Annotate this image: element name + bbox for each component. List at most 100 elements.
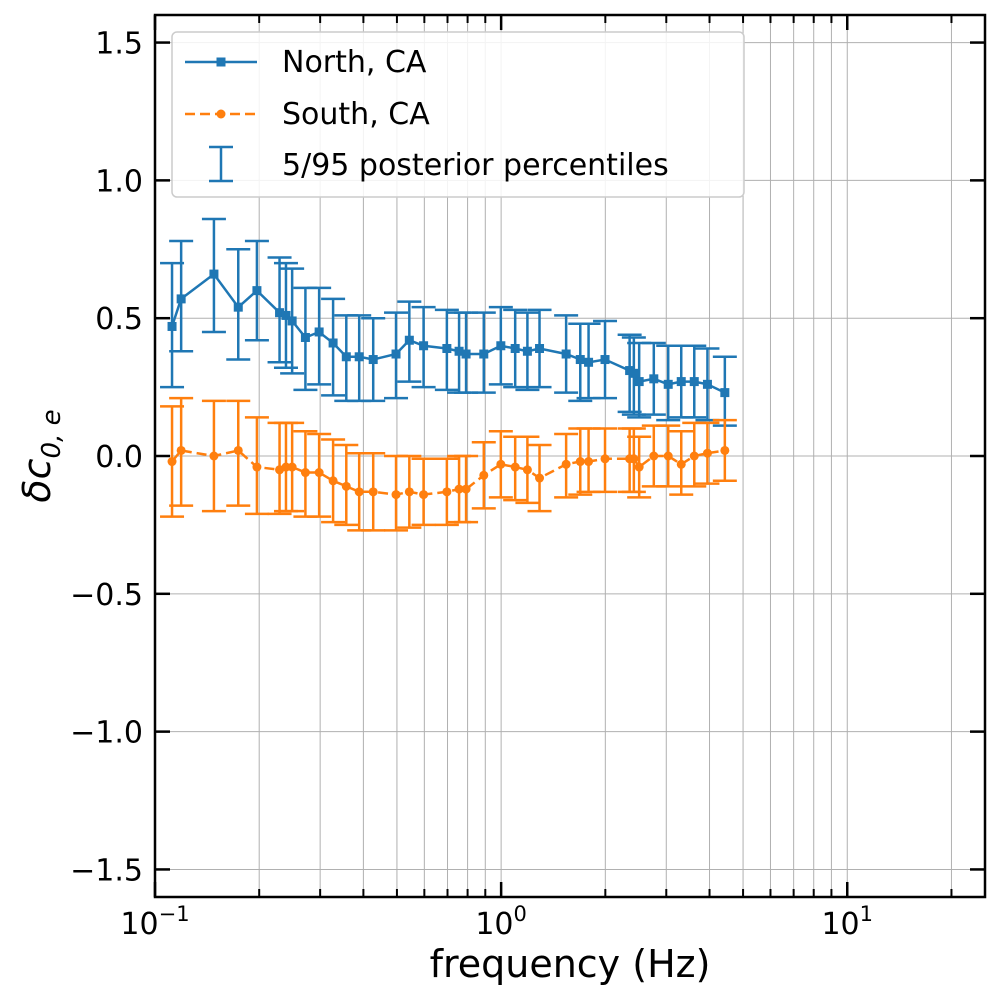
x-tick-label: 101 [821, 902, 873, 942]
data-point [510, 344, 520, 354]
data-point [354, 352, 364, 362]
y-tick-label: 0.0 [95, 440, 143, 475]
data-point [209, 269, 219, 279]
data-point [676, 377, 686, 387]
data-point [649, 451, 659, 461]
legend-box [171, 31, 745, 198]
data-point [575, 355, 585, 365]
data-point [584, 457, 594, 467]
data-point [314, 468, 324, 478]
data-point [404, 487, 414, 497]
data-point [341, 352, 351, 362]
data-point [287, 462, 297, 472]
legend-marker-south [216, 109, 226, 119]
legend-label-errorbars: 5/95 posterior percentiles [282, 148, 669, 183]
data-point [281, 462, 291, 472]
axis-ticks [153, 15, 985, 897]
legend-label-south: South, CA [282, 97, 430, 132]
data-point [442, 344, 452, 354]
data-point [663, 451, 673, 461]
data-point [233, 445, 243, 455]
data-point [454, 484, 464, 494]
data-point [535, 344, 545, 354]
y-axis-title: δc0, e [15, 409, 67, 502]
data-point [461, 484, 471, 494]
data-point [252, 286, 262, 296]
data-point [300, 332, 310, 342]
data-point [354, 487, 364, 497]
data-point [720, 445, 730, 455]
data-point [629, 454, 639, 464]
data-point [496, 459, 506, 469]
data-point [391, 349, 401, 359]
data-point [167, 321, 177, 331]
data-point [341, 481, 351, 491]
data-point [328, 476, 338, 486]
x-tick-label-exp: −1 [159, 902, 190, 926]
data-point [496, 341, 506, 351]
y-tick-label: −0.5 [70, 578, 143, 613]
data-point [649, 374, 659, 384]
plot-data [160, 217, 737, 532]
data-point [510, 462, 520, 472]
data-point [479, 470, 489, 480]
data-point [454, 346, 464, 356]
x-tick-label-base: 10 [475, 907, 513, 942]
data-point [479, 349, 489, 359]
data-point [368, 487, 378, 497]
data-point [561, 459, 571, 469]
data-point [600, 454, 610, 464]
data-point [535, 473, 545, 483]
legend-marker-north [216, 57, 226, 67]
data-point [522, 346, 532, 356]
data-point [287, 316, 297, 326]
data-point [391, 490, 401, 500]
y-tick-label: −1.5 [70, 853, 143, 888]
x-tick-label-base: 10 [821, 907, 859, 942]
series-south [160, 396, 737, 532]
data-point [634, 462, 644, 472]
data-point [689, 451, 699, 461]
series-north [160, 217, 737, 427]
data-point [442, 487, 452, 497]
x-tick-label-exp: 1 [860, 902, 873, 926]
data-point [561, 349, 571, 359]
data-point [176, 445, 186, 455]
y-tick-label: −1.0 [70, 716, 143, 751]
data-point [233, 302, 243, 312]
data-point [702, 448, 712, 458]
data-point [252, 462, 262, 472]
data-point [663, 379, 673, 389]
data-point [275, 308, 285, 318]
data-point [575, 457, 585, 467]
data-point [404, 335, 414, 345]
data-point [676, 459, 686, 469]
y-tick-label: 1.0 [95, 164, 143, 199]
x-tick-label: 10−1 [120, 902, 189, 942]
legend-label-north: North, CA [282, 45, 427, 80]
data-point [281, 310, 291, 320]
data-point [368, 355, 378, 365]
data-point [328, 338, 338, 348]
y-axis-title-sub: 0, e [37, 409, 67, 458]
x-axis-title: frequency (Hz) [430, 942, 711, 986]
data-point [600, 355, 610, 365]
y-tick-label: 1.5 [95, 27, 143, 62]
data-point [689, 377, 699, 387]
data-point [461, 349, 471, 359]
data-point [167, 457, 177, 467]
y-tick-label: 0.5 [95, 302, 143, 337]
data-point [314, 327, 324, 337]
data-point [300, 468, 310, 478]
data-point [419, 341, 429, 351]
data-point [209, 451, 219, 461]
data-point [629, 368, 639, 378]
data-point [702, 379, 712, 389]
x-tick-label: 100 [475, 902, 527, 942]
x-tick-label-base: 10 [120, 907, 158, 942]
legend-swatches [185, 57, 257, 183]
data-point [176, 294, 186, 304]
x-tick-label-exp: 0 [514, 902, 527, 926]
